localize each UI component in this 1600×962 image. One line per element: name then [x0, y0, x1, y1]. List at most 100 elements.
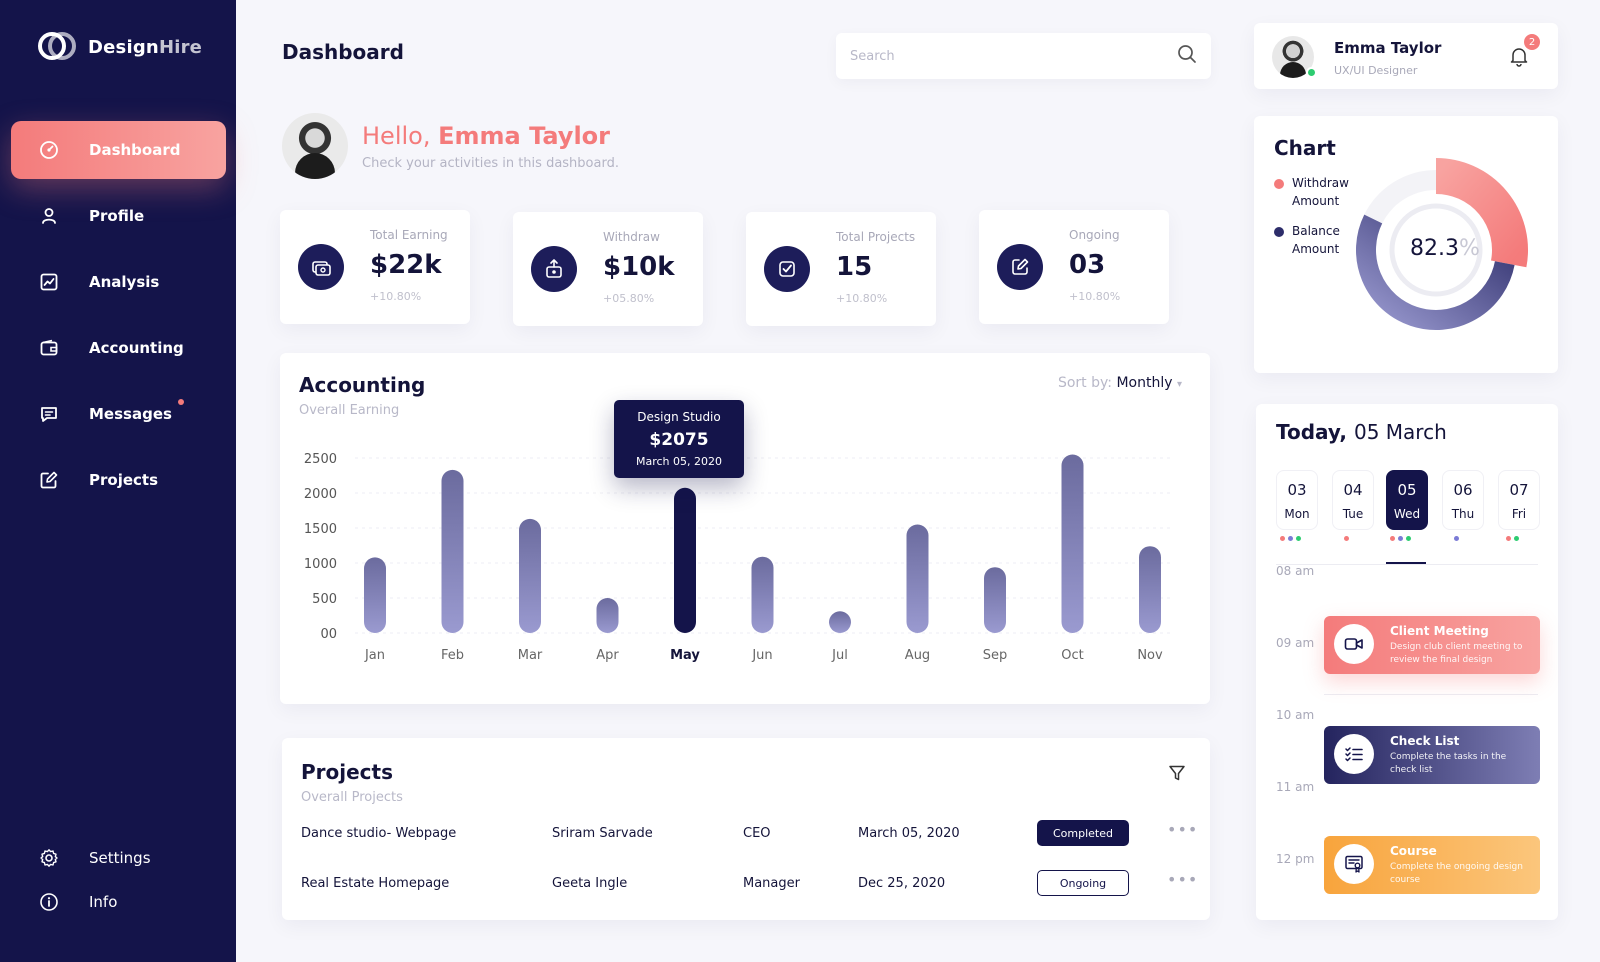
sort-label: Sort by: — [1057, 375, 1112, 391]
day-thu[interactable]: 06 Thu — [1442, 470, 1484, 530]
sidebar-item-accounting[interactable]: Accounting — [11, 319, 226, 377]
bell-icon[interactable] — [1508, 45, 1530, 71]
wallet-icon — [39, 338, 59, 358]
day-tue[interactable]: 04 Tue — [1332, 470, 1374, 530]
x-tick-label: Oct — [1061, 648, 1083, 663]
event-dot — [1390, 536, 1395, 541]
projects-subtitle: Overall Projects — [301, 790, 403, 805]
sidebar-item-projects[interactable]: Projects — [11, 451, 226, 509]
stat-label: Total Projects — [836, 230, 916, 244]
stat-card-total-projects[interactable]: Total Projects 15 +10.80% — [746, 212, 936, 326]
accounting-subtitle: Overall Earning — [299, 403, 400, 418]
bar-mar[interactable] — [519, 518, 541, 633]
sidebar-item-info[interactable]: Info — [11, 880, 226, 924]
bar-jan[interactable] — [364, 557, 386, 633]
y-tick-label: 1500 — [304, 522, 337, 537]
tooltip-title: Design Studio — [637, 410, 721, 424]
event-dot — [1506, 536, 1511, 541]
sidebar-item-messages[interactable]: Messages — [11, 385, 226, 443]
day-fri[interactable]: 07 Fri — [1498, 470, 1540, 530]
notification-badge: 2 — [1524, 34, 1540, 50]
sort-dropdown[interactable]: Sort by: Monthly ▾ — [1058, 375, 1182, 391]
bar-may[interactable] — [674, 487, 696, 633]
bar-nov[interactable] — [1139, 546, 1161, 633]
page-title: Dashboard — [282, 40, 404, 64]
chat-icon — [39, 404, 59, 424]
bar-aug[interactable] — [906, 524, 929, 634]
divider — [1276, 564, 1538, 565]
table-row[interactable]: Real Estate Homepage Geeta Ingle Manager… — [301, 870, 1197, 898]
stat-card-ongoing[interactable]: Ongoing 03 +10.80% — [979, 210, 1169, 324]
search-input[interactable] — [850, 48, 1177, 64]
project-date: March 05, 2020 — [858, 826, 960, 841]
online-status-dot — [1306, 67, 1317, 78]
sidebar: DesignHire Dashboard Profile Analysis Ac… — [0, 0, 236, 962]
hour-label: 10 am — [1276, 708, 1315, 722]
event-client-meeting[interactable]: Client Meeting Design club client meetin… — [1324, 616, 1540, 674]
project-person: Geeta Ingle — [552, 876, 628, 891]
video-icon — [1334, 624, 1374, 664]
stat-card-withdraw[interactable]: Withdraw $10k +05.80% — [513, 212, 703, 326]
event-course[interactable]: Course Complete the ongoing design cours… — [1324, 836, 1540, 894]
donut-slice-withdraw[interactable] — [1435, 158, 1528, 268]
brand-logo[interactable]: DesignHire — [38, 32, 202, 62]
status-badge: Ongoing — [1037, 870, 1129, 896]
stat-delta: +10.80% — [836, 292, 888, 305]
logo-mark-icon — [38, 32, 76, 62]
event-dot — [1280, 536, 1285, 541]
sidebar-item-label: Analysis — [89, 273, 160, 291]
sidebar-item-label: Settings — [89, 849, 151, 867]
more-options-icon[interactable]: ••• — [1167, 820, 1199, 839]
stat-value: $10k — [603, 252, 675, 282]
search-icon[interactable] — [1177, 44, 1197, 68]
sidebar-item-dashboard[interactable]: Dashboard — [11, 121, 226, 179]
sidebar-item-settings[interactable]: Settings — [11, 836, 226, 880]
x-tick-label: Jun — [751, 648, 772, 663]
more-options-icon[interactable]: ••• — [1167, 870, 1199, 889]
stat-card-total-earning[interactable]: Total Earning $22k +10.80% — [280, 210, 470, 324]
greeting: Hello, Emma Taylor Check your activities… — [282, 113, 619, 179]
x-tick-label: Jan — [364, 648, 385, 663]
table-row[interactable]: Dance studio- Webpage Sriram Sarvade CEO… — [301, 820, 1197, 848]
donut-center — [1389, 203, 1483, 297]
donut-title: Chart — [1274, 136, 1336, 160]
checkbox-icon — [764, 246, 810, 292]
y-tick-label: 00 — [320, 627, 337, 642]
sort-value: Monthly — [1116, 375, 1173, 391]
sidebar-item-label: Info — [89, 893, 118, 911]
greeting-title: Hello, Emma Taylor — [362, 121, 610, 150]
project-date: Dec 25, 2020 — [858, 876, 946, 891]
tooltip-value: $2075 — [649, 430, 709, 450]
event-title: Course — [1390, 844, 1437, 858]
sidebar-item-analysis[interactable]: Analysis — [11, 253, 226, 311]
bar-oct[interactable] — [1061, 454, 1084, 634]
legend-balance: Balance Amount — [1274, 222, 1340, 258]
sidebar-item-profile[interactable]: Profile — [11, 187, 226, 245]
sidebar-item-label: Accounting — [89, 339, 184, 357]
day-wed[interactable]: 05 Wed — [1386, 470, 1428, 530]
event-dot — [1454, 536, 1459, 541]
event-title: Client Meeting — [1390, 624, 1489, 638]
event-dot — [1296, 536, 1301, 541]
hour-label: 09 am — [1276, 636, 1315, 650]
filter-icon[interactable] — [1168, 764, 1186, 786]
user-icon — [39, 206, 59, 226]
sidebar-item-label: Projects — [89, 471, 159, 489]
bar-sep[interactable] — [984, 567, 1006, 633]
user-profile-card[interactable]: Emma Taylor UX/UI Designer 2 — [1254, 23, 1558, 89]
day-mon[interactable]: 03 Mon — [1276, 470, 1318, 530]
event-dots — [1280, 536, 1301, 541]
sidebar-item-label: Messages — [89, 405, 172, 423]
x-tick-label: Mar — [518, 648, 543, 663]
bar-apr[interactable] — [596, 598, 619, 633]
bar-feb[interactable] — [441, 469, 464, 633]
certificate-icon — [1334, 844, 1374, 884]
bar-jul[interactable] — [829, 611, 851, 633]
stat-value: $22k — [370, 250, 442, 280]
main-nav: Dashboard Profile Analysis Accounting Me… — [0, 121, 236, 517]
tooltip-date: March 05, 2020 — [635, 455, 722, 468]
chart-tooltip: Design Studio $2075 March 05, 2020 — [614, 400, 744, 478]
donut-slice-balance[interactable] — [1356, 214, 1515, 330]
bar-jun[interactable] — [751, 556, 774, 633]
event-check-list[interactable]: Check List Complete the tasks in the che… — [1324, 726, 1540, 784]
